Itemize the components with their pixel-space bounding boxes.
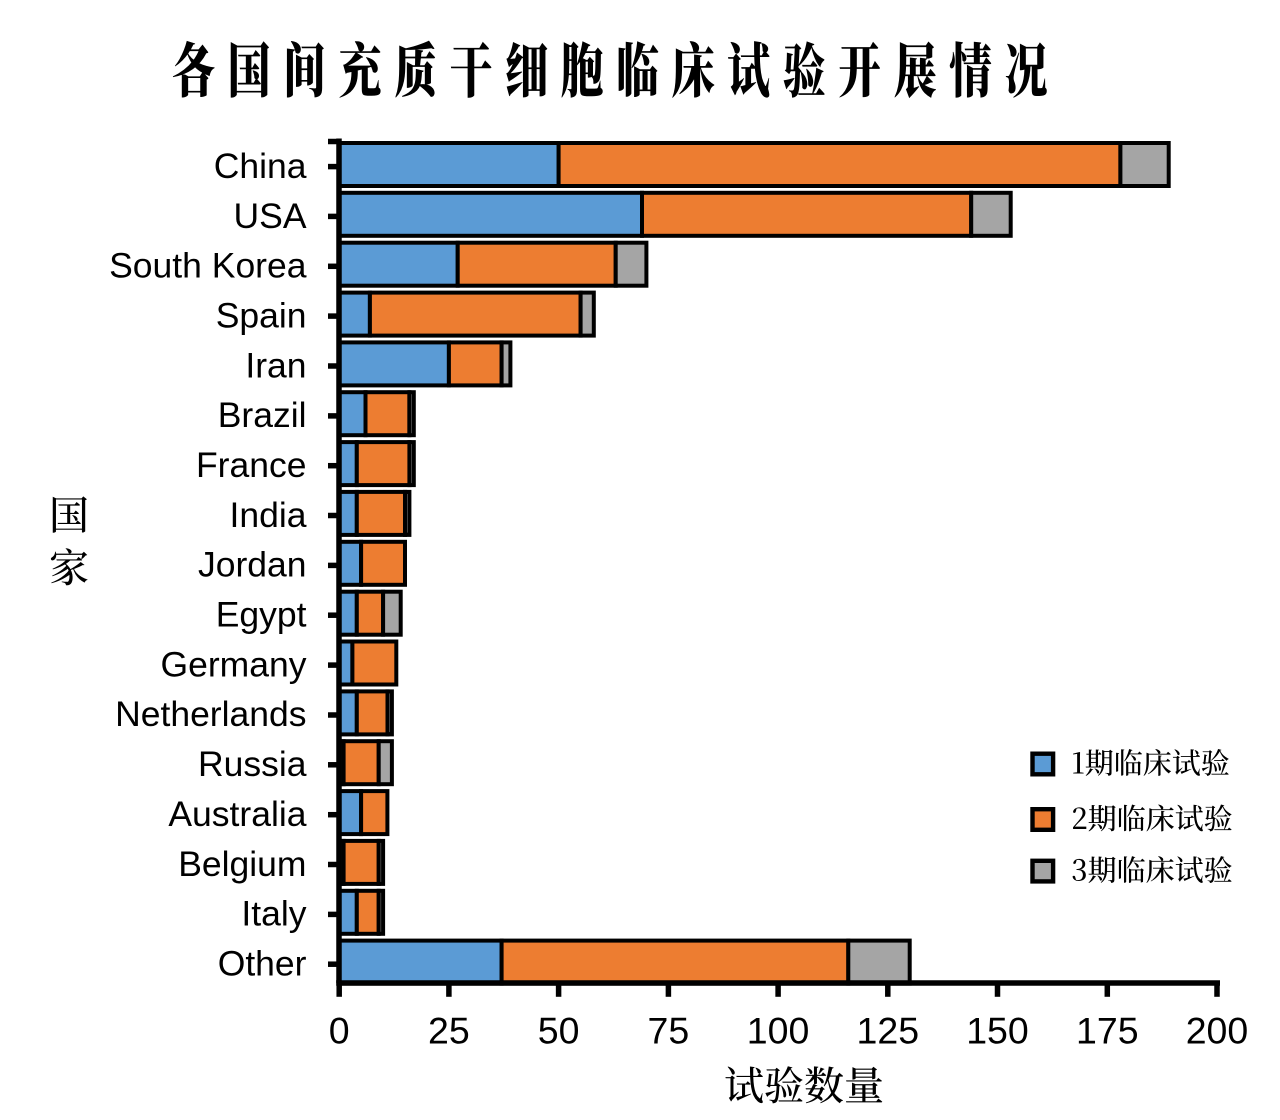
- svg-text:Belgium: Belgium: [178, 844, 306, 884]
- svg-text:75: 75: [648, 1010, 690, 1052]
- svg-text:200: 200: [1186, 1010, 1249, 1052]
- svg-text:Egypt: Egypt: [216, 595, 307, 635]
- svg-text:Iran: Iran: [245, 345, 306, 385]
- svg-text:Brazil: Brazil: [218, 395, 307, 435]
- svg-text:100: 100: [747, 1010, 810, 1052]
- svg-text:Netherlands: Netherlands: [115, 694, 306, 734]
- svg-text:150: 150: [966, 1010, 1029, 1052]
- svg-text:Italy: Italy: [241, 894, 306, 934]
- svg-text:Russia: Russia: [198, 744, 307, 784]
- svg-text:Australia: Australia: [168, 794, 306, 834]
- svg-text:South Korea: South Korea: [109, 246, 307, 286]
- svg-text:0: 0: [329, 1010, 350, 1052]
- svg-text:50: 50: [538, 1010, 580, 1052]
- svg-text:Other: Other: [218, 944, 307, 984]
- svg-text:175: 175: [1076, 1010, 1139, 1052]
- svg-text:USA: USA: [234, 196, 307, 236]
- svg-text:Germany: Germany: [161, 644, 307, 684]
- svg-text:India: India: [230, 495, 307, 535]
- svg-text:France: France: [196, 445, 307, 485]
- svg-text:125: 125: [857, 1010, 920, 1052]
- svg-text:25: 25: [428, 1010, 470, 1052]
- svg-text:Jordan: Jordan: [198, 545, 307, 585]
- svg-text:Spain: Spain: [216, 295, 307, 335]
- svg-text:China: China: [214, 146, 307, 186]
